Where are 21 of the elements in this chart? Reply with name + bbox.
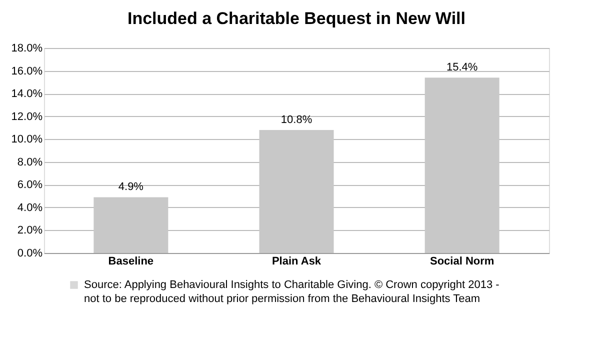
text: 4.9%: [118, 181, 144, 194]
x-tick-label: Baseline: [108, 256, 154, 268]
y-tick-label: 4.0%: [17, 202, 43, 214]
y-tick-label: 0.0%: [17, 248, 43, 260]
text: 15.4%: [446, 62, 478, 74]
y-tick-label: 6.0%: [17, 179, 43, 192]
y-tick-label: 16.0%: [11, 65, 43, 78]
x-tick-label: Plain Ask: [272, 256, 322, 268]
legend-label: Source: Applying Behavioural Insights to Charitable Giving. © Crown copyright 2013 - not to be reproduced without prior permission from the Behavioural Insights Team: [84, 279, 500, 305]
chart-title: Included a Charitable Bequest in New Will: [127, 9, 466, 28]
y-tick-label: 2.0%: [17, 224, 43, 237]
bar: [424, 78, 500, 253]
y-tick-label: 10.0%: [11, 134, 43, 146]
y-tick-label: 12.0%: [11, 110, 43, 123]
y-tick-label: 18.0%: [11, 42, 43, 54]
y-tick-label: 14.0%: [11, 88, 43, 100]
y-tick-label: 8.0%: [17, 156, 43, 168]
bar: [259, 130, 334, 253]
bar: [94, 197, 168, 253]
x-tick-label: Social Norm: [430, 256, 494, 268]
text: 10.8%: [280, 114, 312, 126]
